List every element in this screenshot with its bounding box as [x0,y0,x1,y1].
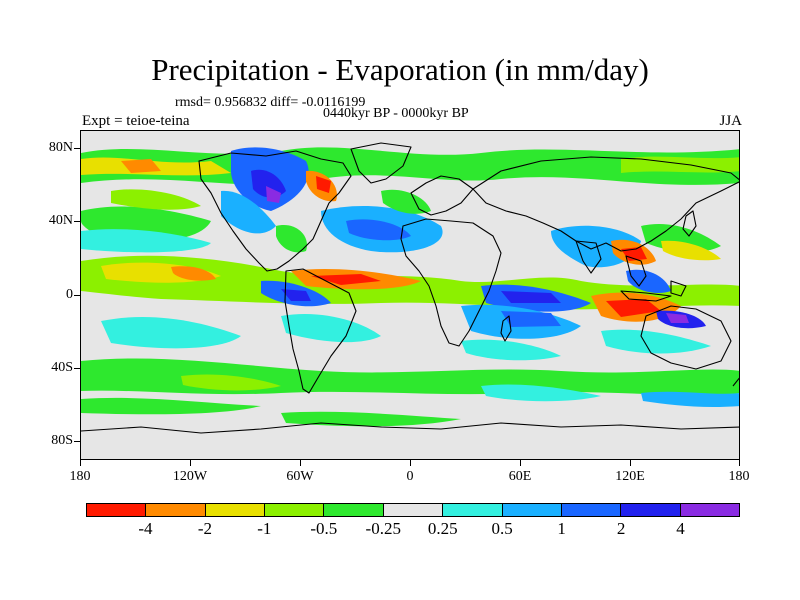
lon-tick [739,460,740,466]
lat-label-80n: 80N [48,140,73,155]
colorbar-box [146,504,206,516]
lat-tick [74,295,80,296]
lon-label-180e: 180 [728,469,750,484]
colorbar-box [621,504,681,516]
colorbar [86,503,740,517]
colorbar-label: 2 [616,519,626,538]
lon-tick [300,460,301,466]
colorbar-label: -4 [138,519,153,538]
colorbar-label: 0.5 [491,519,513,538]
season-label: JJA [719,113,742,129]
colorbar-box [205,504,266,516]
colorbar-label: -0.25 [365,519,401,538]
world-map [81,131,739,459]
colorbar-label: 1 [557,519,566,538]
colorbar-label: -0.5 [310,519,338,538]
lat-tick [74,441,80,442]
lon-tick [80,460,81,466]
lon-label-120e: 120E [615,469,645,484]
period-text: 0440kyr BP - 0000kyr BP [323,106,469,121]
lon-label-60w: 60W [286,469,314,484]
lon-label-60e: 60E [508,469,532,484]
lat-label-40s: 40S [51,360,73,375]
lat-tick [74,148,80,149]
lon-label-180w: 180 [69,469,91,484]
lon-label-120w: 120W [172,469,208,484]
lat-label-80s: 80S [51,433,73,448]
colorbar-box [265,504,325,516]
colorbar-label: 0.25 [427,519,458,538]
colorbar-box [502,504,562,516]
colorbar-box [443,504,503,516]
colorbar-box [383,504,444,516]
lat-label-40n: 40N [48,213,73,228]
map-title: Precipitation - Evaporation (in mm/day) [151,52,649,87]
lon-tick [410,460,411,466]
colorbar-box [324,504,384,516]
map-plot-area [80,130,740,460]
lon-tick [520,460,521,466]
colorbar-label: -2 [197,519,212,538]
lat-tick [74,368,80,369]
colorbar-label: 4 [676,519,685,538]
lon-tick [630,460,631,466]
stats-text: rmsd= 0.956832 diff= -0.0116199 [175,95,366,110]
lon-label-0: 0 [406,469,414,484]
colorbar-box [680,504,739,516]
lat-label-0: 0 [66,287,73,302]
experiment-label: Expt = teioe-teina [82,113,190,129]
lat-tick [74,221,80,222]
lon-tick [190,460,191,466]
colorbar-label: -1 [257,519,272,538]
colorbar-box [87,504,147,516]
colorbar-box [561,504,622,516]
